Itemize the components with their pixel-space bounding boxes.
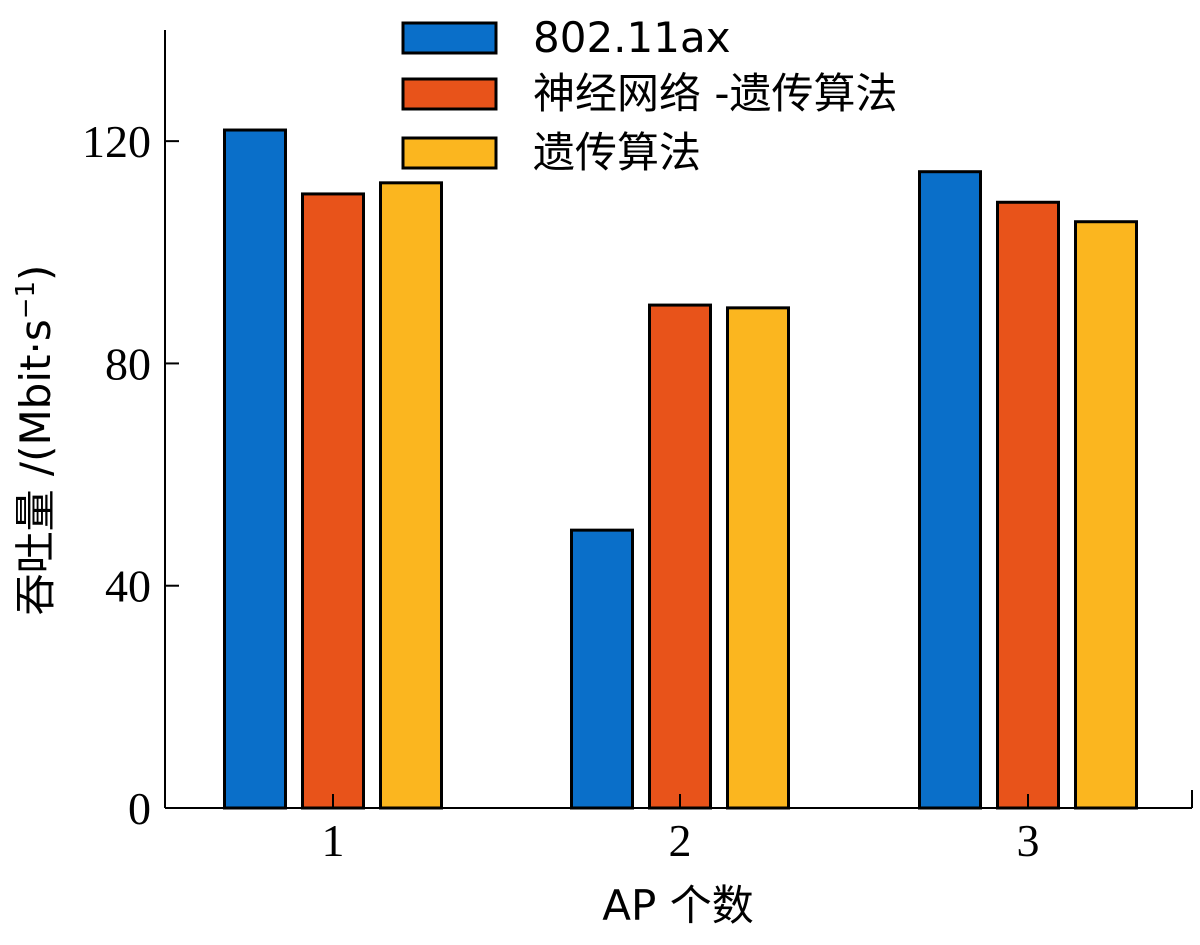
y-tick-label-0: 0 [128, 783, 151, 834]
x-axis-title: AP 个数 [602, 881, 753, 930]
bar-3-2 [726, 306, 790, 810]
x-tick-label-1: 1 [322, 815, 345, 866]
bar-1-1 [223, 128, 287, 810]
x-tick-label-3: 3 [1017, 815, 1040, 866]
bar-3-3 [1074, 220, 1138, 810]
legend-swatch-1 [401, 21, 498, 55]
y-axis-title-close: ) [11, 265, 60, 281]
bar-3-1 [379, 181, 443, 810]
bar-2-3 [996, 200, 1060, 810]
y-tick-label-40: 40 [105, 561, 151, 612]
bar-2-1 [301, 192, 365, 810]
x-tick-label-2: 2 [669, 815, 692, 866]
bar-1-3 [918, 170, 982, 810]
legend-swatch-3 [401, 136, 498, 170]
y-axis-title-main: 吞吐量 /(Mbit·s [11, 319, 60, 615]
y-axis-title-superscript: −1 [11, 281, 41, 319]
legend-label-3: 遗传算法 [533, 128, 701, 177]
x-ticks-group: 1 2 3 [322, 794, 1040, 866]
bar-2-2 [648, 303, 712, 810]
legend-label-2: 神经网络 -遗传算法 [533, 69, 898, 118]
legend-label-1: 802.11ax [533, 13, 731, 62]
y-tick-label-120: 120 [82, 116, 151, 167]
y-axis-title: 吞吐量 /(Mbit·s−1) [11, 265, 60, 616]
y-tick-label-80: 80 [105, 338, 151, 389]
legend-swatch-2 [401, 77, 498, 111]
bar-1-2 [570, 528, 634, 810]
bars-group [223, 128, 1138, 810]
y-ticks-group: 0 40 80 120 [82, 116, 179, 834]
